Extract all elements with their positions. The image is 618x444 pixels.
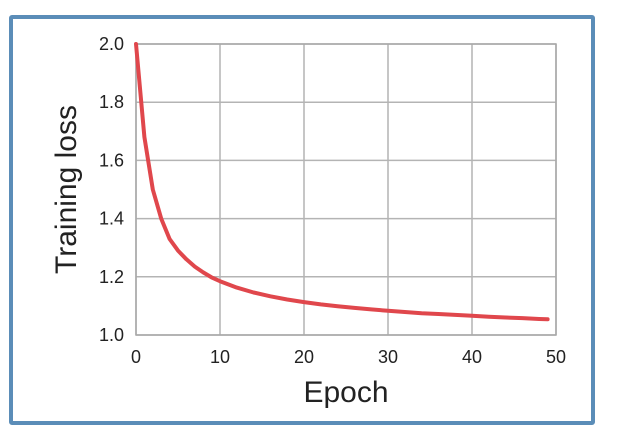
y-tick-label: 1.2: [99, 267, 124, 287]
x-tick-label: 50: [546, 347, 566, 367]
y-tick-label: 2.0: [99, 34, 124, 54]
plot-area: [135, 43, 557, 336]
grid: [135, 43, 557, 336]
x-tick-label: 20: [294, 347, 314, 367]
y-tick-label: 1.0: [99, 325, 124, 345]
x-tick-label: 0: [131, 347, 141, 367]
x-axis-label: Epoch: [303, 376, 388, 409]
chart-frame: [9, 15, 595, 425]
y-axis-label: Training loss: [50, 105, 83, 274]
tick-labels: 0 10 20 30 40 50 1.0 1.2 1.4 1.6 1.8 2.0: [99, 34, 566, 367]
y-tick-label: 1.6: [99, 150, 124, 170]
x-tick-label: 10: [210, 347, 230, 367]
x-tick-label: 30: [378, 347, 398, 367]
y-tick-label: 1.4: [99, 209, 124, 229]
x-tick-label: 40: [462, 347, 482, 367]
series-line: [134, 42, 550, 322]
y-tick-label: 1.8: [99, 92, 124, 112]
